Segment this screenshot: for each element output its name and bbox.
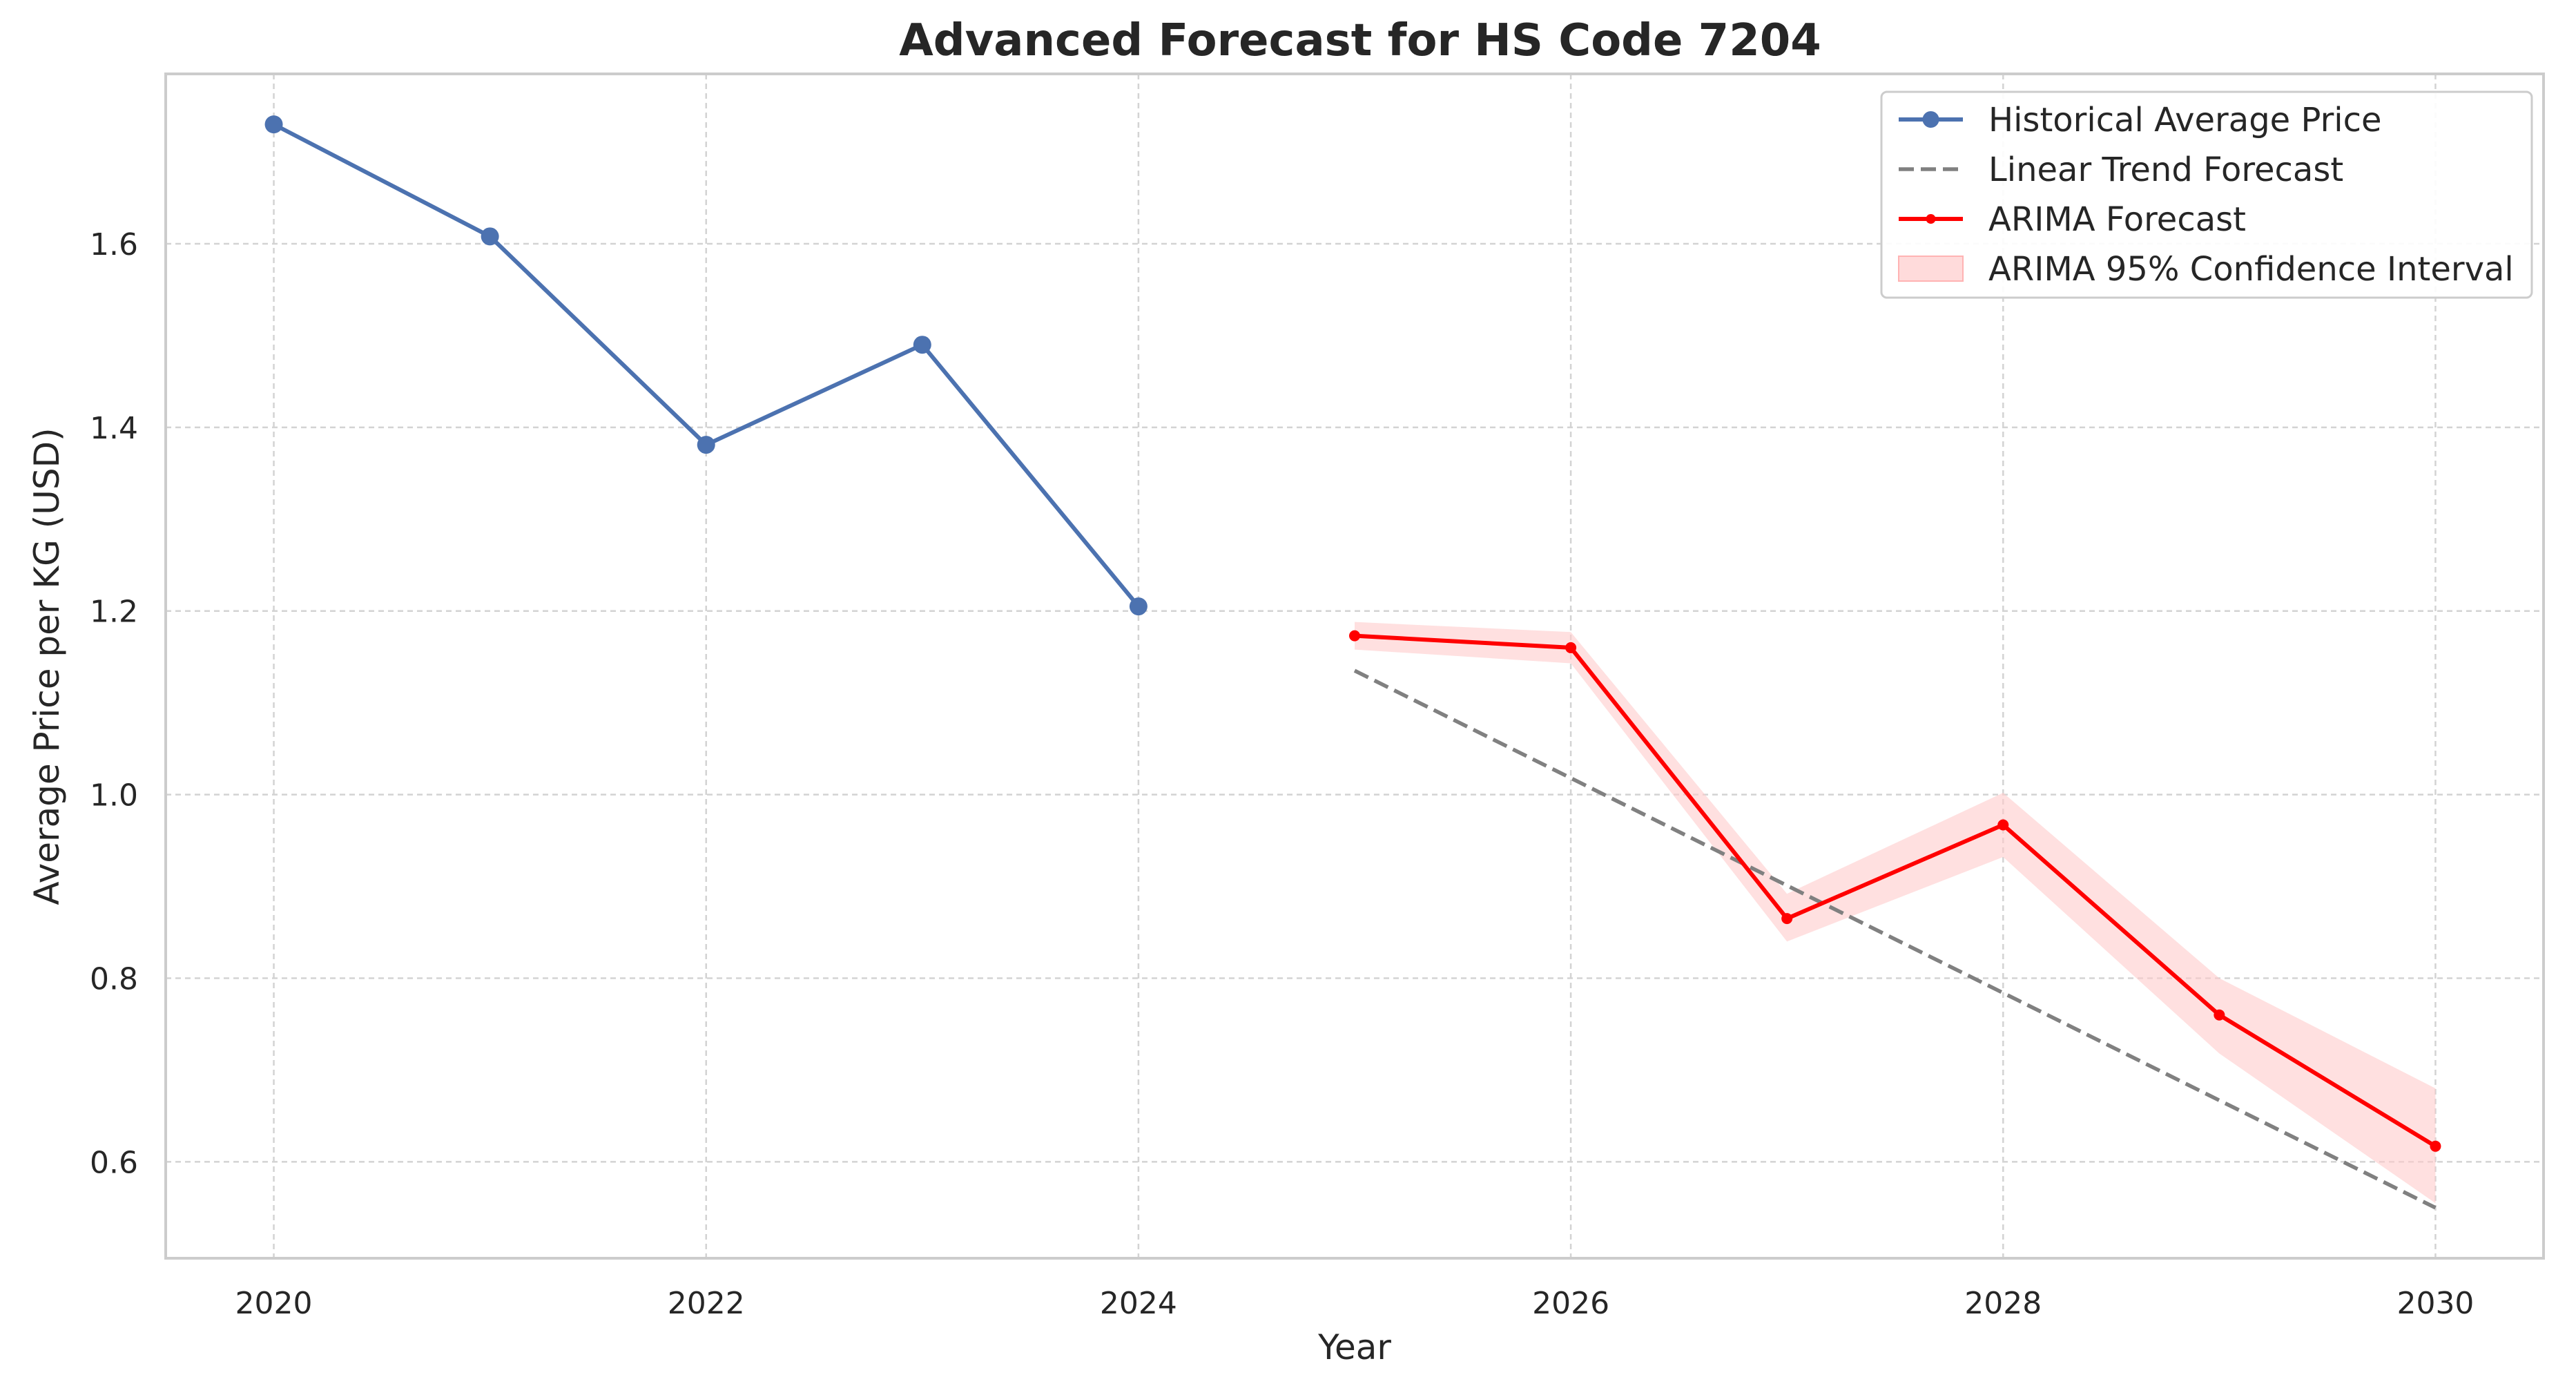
arima-forecast-point — [1349, 630, 1360, 642]
historical-average-price-point — [1129, 597, 1147, 616]
y-tick-label: 1.4 — [90, 411, 138, 446]
legend-label-arima-95-confidence-interval: ARIMA 95% Confidence Interval — [1988, 250, 2514, 289]
arima-forecast-point — [2430, 1140, 2441, 1152]
y-tick-label: 1.0 — [90, 778, 138, 814]
legend-marker-historical-average-price — [1922, 111, 1939, 128]
x-tick-label: 2028 — [1964, 1286, 2042, 1321]
x-tick-label: 2026 — [1532, 1286, 1609, 1321]
legend-label-historical-average-price: Historical Average Price — [1988, 101, 2382, 139]
y-tick-label: 1.2 — [90, 595, 138, 630]
x-tick-label: 2022 — [668, 1286, 745, 1321]
y-tick-label: 1.6 — [90, 227, 138, 262]
y-tick-label: 0.6 — [90, 1145, 138, 1180]
arima-forecast-point — [2214, 1009, 2225, 1021]
y-tick-label: 0.8 — [90, 962, 138, 997]
legend-marker-arima-forecast — [1926, 214, 1936, 224]
x-tick-label: 2020 — [235, 1286, 313, 1321]
historical-average-price-point — [264, 115, 283, 134]
tick-labels: 2020 2022 2024 2026 2028 2030 0.6 0.8 1.0 1.2 1.4 1… — [90, 227, 2474, 1321]
legend-swatch-arima-95-confidence-interval — [1898, 256, 1964, 282]
legend-frame — [1880, 90, 2533, 299]
historical-average-price-point — [697, 436, 715, 454]
x-tick-label: 2024 — [1100, 1286, 1177, 1321]
chart-title: Advanced Forecast for HS Code 7204 — [899, 15, 1821, 66]
legend-label-linear-trend-forecast: Linear Trend Forecast — [1988, 151, 2343, 189]
arima-forecast-point — [1997, 819, 2009, 831]
legend-label-arima-forecast: ARIMA Forecast — [1988, 200, 2246, 239]
x-axis-label: Year — [1317, 1327, 1391, 1367]
legend: Historical Average Price Linear Trend For… — [1880, 90, 2533, 299]
series-markers — [264, 115, 2441, 1152]
y-axis-label: Average Price per KG (USD) — [27, 427, 67, 905]
plot-frame — [164, 73, 2545, 1260]
arima-forecast-point — [1565, 642, 1577, 653]
linear-trend-forecast-line — [1353, 668, 2437, 1210]
arima-forecast-line — [1354, 633, 2437, 1148]
arima-forecast-point — [1781, 913, 1793, 925]
historical-average-price-point — [913, 336, 931, 354]
historical-average-price-point — [481, 227, 499, 246]
x-tick-label: 2030 — [2396, 1286, 2474, 1321]
